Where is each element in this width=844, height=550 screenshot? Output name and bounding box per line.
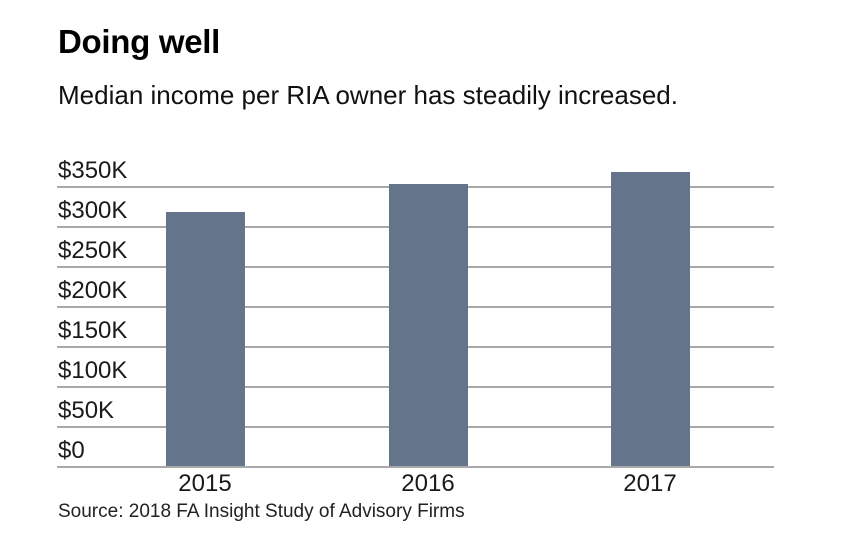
chart-title: Doing well <box>58 23 221 60</box>
x-axis-label-2015: 2015 <box>178 470 232 497</box>
source-note: Source: 2018 FA Insight Study of Advisor… <box>58 501 465 522</box>
y-axis-tick-label: $300K <box>58 197 128 224</box>
gridline-0 <box>57 466 774 468</box>
y-axis-tick-label: $200K <box>58 277 128 304</box>
bar-2016 <box>388 184 468 466</box>
y-axis-tick-label: $150K <box>58 317 128 344</box>
y-axis-tick-label: $50K <box>58 397 115 424</box>
x-axis-label-2016: 2016 <box>401 470 455 497</box>
y-axis-tick-label: $0 <box>58 437 85 464</box>
x-axis-label-2017: 2017 <box>623 470 677 497</box>
y-axis-tick-label: $100K <box>58 357 128 384</box>
bar-2015 <box>165 211 245 466</box>
y-axis-tick-label: $250K <box>58 237 128 264</box>
chart-subtitle: Median income per RIA owner has steadily… <box>58 80 678 110</box>
bar-2017 <box>610 171 690 466</box>
y-axis-tick-label: $350K <box>58 157 128 184</box>
